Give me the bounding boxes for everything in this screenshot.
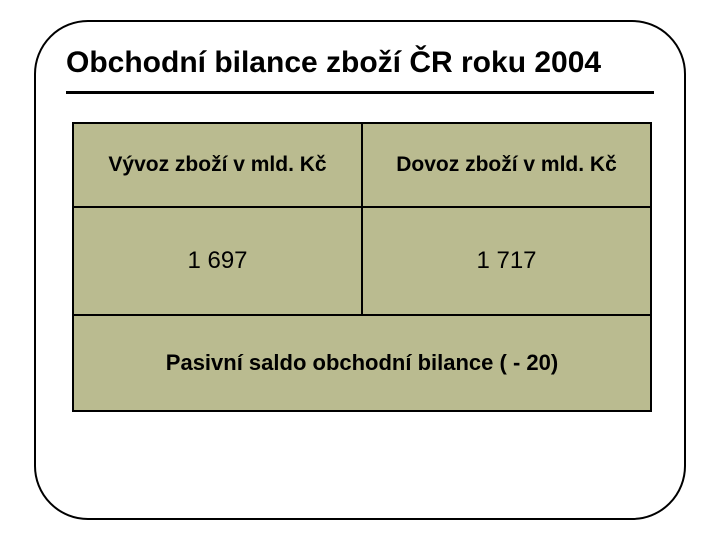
title-underline (66, 91, 654, 94)
cell-export-value: 1 697 (73, 207, 362, 315)
col-header-export: Vývoz zboží v mld. Kč (73, 123, 362, 207)
trade-balance-table: Vývoz zboží v mld. Kč Dovoz zboží v mld.… (72, 122, 652, 412)
cell-summary: Pasivní saldo obchodní bilance ( - 20) (73, 315, 651, 411)
page-title: Obchodní bilance zboží ČR roku 2004 (66, 46, 654, 81)
slide-frame: Obchodní bilance zboží ČR roku 2004 Vývo… (34, 20, 686, 520)
col-header-import: Dovoz zboží v mld. Kč (362, 123, 651, 207)
table-value-row: 1 697 1 717 (73, 207, 651, 315)
table-header-row: Vývoz zboží v mld. Kč Dovoz zboží v mld.… (73, 123, 651, 207)
cell-import-value: 1 717 (362, 207, 651, 315)
table-summary-row: Pasivní saldo obchodní bilance ( - 20) (73, 315, 651, 411)
